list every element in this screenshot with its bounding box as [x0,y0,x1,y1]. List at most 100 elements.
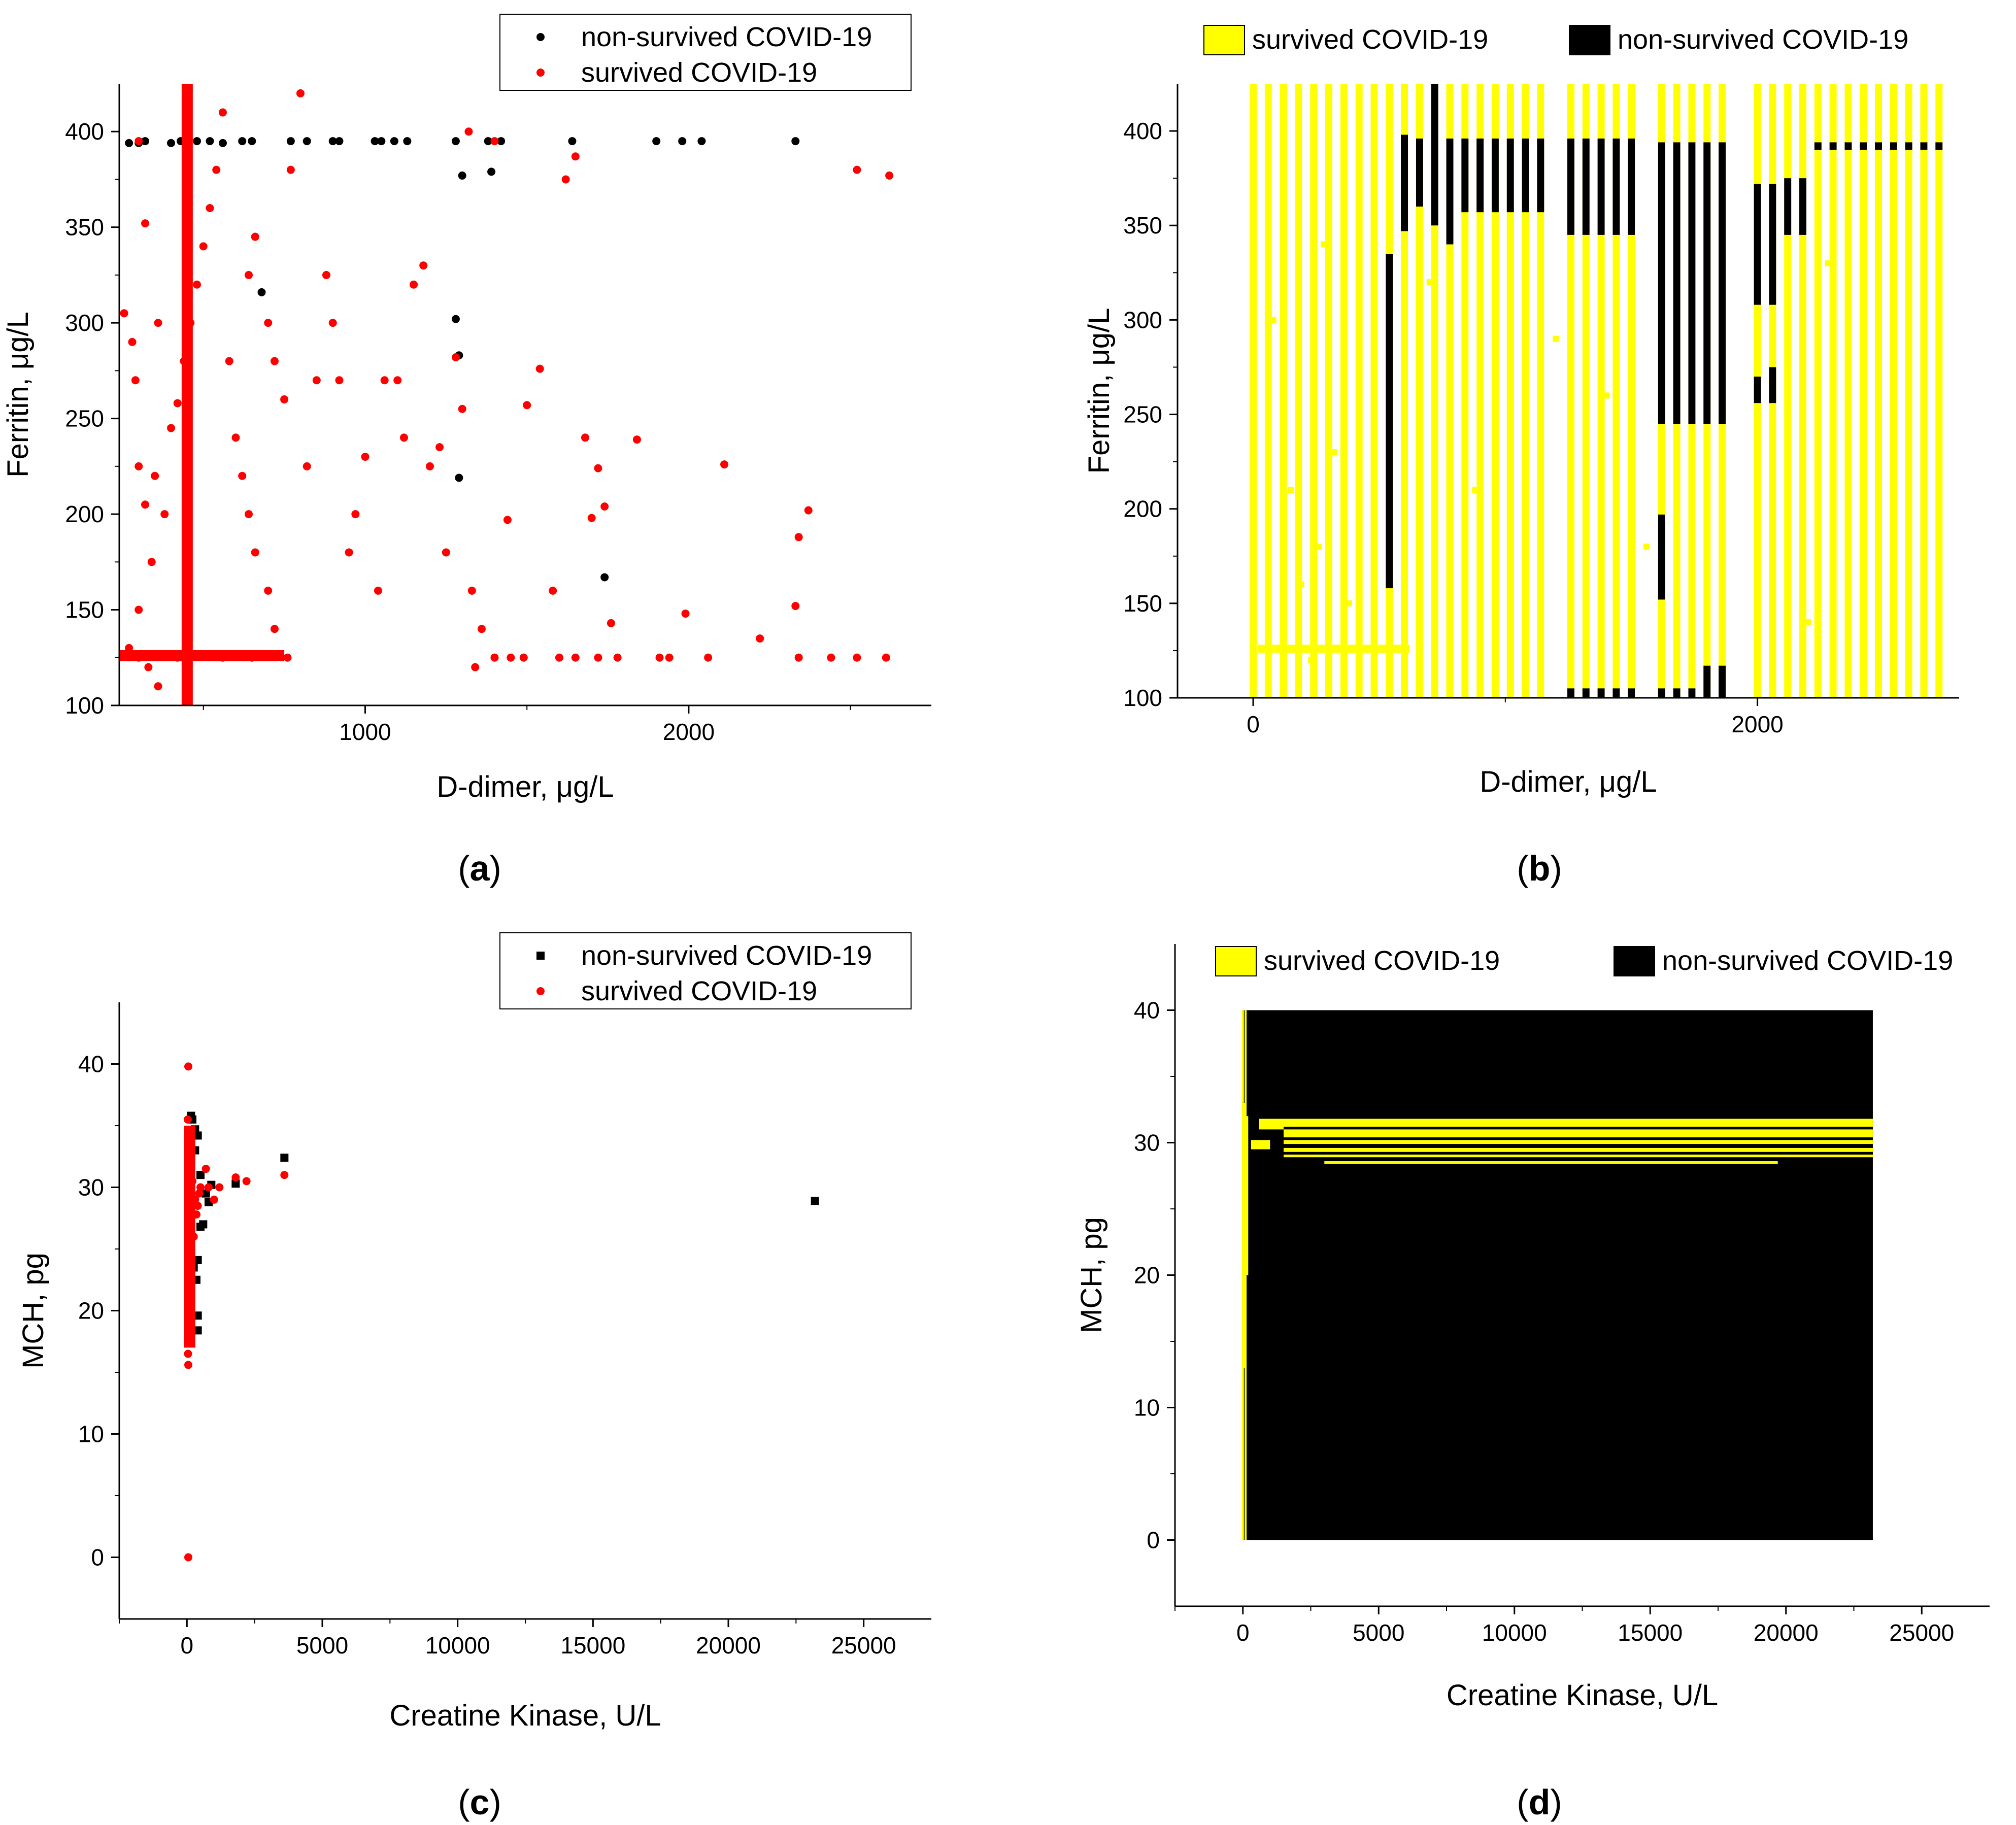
point-c-s1-15 [185,1294,193,1303]
point-c-s1-17 [184,1319,193,1327]
overlay-point-b-14 [1603,392,1609,399]
point-a-s1-106 [218,653,227,662]
xtick-label-d-4: 20000 [1754,1619,1819,1646]
point-a-s0-29 [257,288,266,296]
ytick-label-d-1: 10 [1134,1395,1160,1421]
point-c-s0-9 [193,1256,202,1264]
point-a-s1-107 [248,653,256,662]
bar-nonsurvived-12-0 [1431,84,1438,226]
point-a-s1-100 [183,414,191,423]
point-a-s0-33 [600,573,609,582]
point-a-s1-23 [154,319,162,327]
point-c-s0-11 [193,1311,202,1320]
bar-nonsurvived-15-0 [1476,138,1484,213]
band-survived-0 [1284,1119,1873,1127]
point-a-s1-35 [280,395,289,403]
ytick-label-d-3: 30 [1134,1130,1160,1156]
bar-nonsurvived-19-0 [1537,138,1544,213]
point-a-s1-60 [477,625,486,633]
point-a-s0-30 [451,315,460,323]
legend-swatch-b-1 [1569,25,1610,55]
point-a-s1-51 [419,261,428,270]
legend-label-d-1: non-survived COVID-19 [1662,945,1953,976]
point-c-s1-25 [193,1201,202,1210]
point-a-s1-15 [192,280,201,289]
legend-a: non-survived COVID-19 survived COVID-19 [499,14,912,91]
point-c-s1-27 [201,1165,210,1173]
point-a-s1-61 [490,137,499,146]
xtick-label-a-0: 1000 [339,719,391,745]
point-a-s1-81 [853,165,861,174]
bar-nonsurvived-37-0 [1860,142,1867,150]
point-a-s0-24 [568,137,577,146]
bar-nonsurvived-28-1 [1703,665,1711,698]
point-a-s1-95 [882,653,890,662]
point-a-s1-43 [345,548,353,557]
panel-c: 0 10 20 30 40 0 5000 10000 15000 20000 25000 Creati… [17,932,931,1822]
bar-nonsurvived-40-0 [1905,142,1912,150]
point-a-s1-92 [794,653,803,662]
point-a-s1-57 [464,127,473,136]
bar-survived-6 [1340,84,1348,698]
point-a-s1-46 [374,586,382,595]
plot-area-d [1241,1010,1873,1540]
point-a-s1-74 [665,653,674,662]
legend-marker-a-0 [536,33,545,41]
legend-label-c-0: non-survived COVID-19 [581,940,872,971]
point-a-s1-67 [571,152,580,161]
bar-survived-20 [1567,84,1574,698]
legend-b: survived COVID-19 non-survived COVID-19 [1203,24,1908,55]
point-a-s1-20 [135,137,143,146]
bar-nonsurvived-11-0 [1416,138,1423,207]
point-a-s0-13 [328,137,337,146]
bar-nonsurvived-26-0 [1673,142,1681,424]
ytick-label-a-4: 300 [65,310,104,336]
bar-survived-39 [1890,84,1897,698]
legend-label-b-0: survived COVID-19 [1252,24,1488,55]
point-a-s1-89 [613,653,622,662]
point-a-s1-33 [264,319,273,327]
overlay-point-b-7 [1331,449,1337,455]
panel-a: 100 150 200 250 300 350 400 1000 2000 D-dimer, μg… [2,14,931,888]
ytick-label-b-4: 300 [1123,307,1162,333]
x-axis-title-a: D-dimer, μg/L [436,770,614,803]
panel-label-c: (c) [458,1782,501,1822]
point-a-s1-56 [458,404,466,413]
point-c-s1-21 [184,1361,192,1369]
overlay-point-b-13 [1553,335,1559,342]
point-a-s1-2 [131,376,140,385]
point-a-s1-16 [199,242,208,251]
point-a-s1-5 [147,558,156,566]
bar-nonsurvived-24-1 [1628,688,1635,698]
legend-label-b-1: non-survived COVID-19 [1618,24,1908,55]
point-a-s1-104 [173,653,182,662]
point-c-s0-16 [196,1171,205,1179]
point-a-s1-9 [154,682,162,691]
bar-nonsurvived-35-0 [1829,142,1837,150]
point-a-s0-19 [451,137,460,146]
band-survived-2 [1284,1140,1873,1144]
point-c-s1-36 [192,1210,200,1219]
point-a-s1-105 [135,653,143,662]
legend-swatch-b-0 [1203,25,1245,55]
legend-label-a-0: non-survived COVID-19 [581,22,872,52]
legend-d: survived COVID-19 non-survived COVID-19 [1215,945,1953,976]
point-a-s1-99 [183,319,191,327]
panel-label-a: (a) [458,849,501,888]
bar-survived-16 [1491,84,1499,698]
bar-nonsurvived-22-0 [1597,138,1605,235]
ytick-label-c-1: 10 [78,1421,104,1447]
bar-nonsurvived-38-0 [1875,142,1882,150]
overlay-point-b-1 [1280,392,1287,399]
point-a-s1-3 [135,462,143,470]
legend-box-a [499,14,912,91]
legend-label-c-1: survived COVID-19 [581,976,817,1006]
y-axis-title-c: MCH, pg [17,1253,50,1369]
bar-survived-14 [1461,84,1469,698]
point-a-s1-82 [885,171,894,180]
bar-nonsurvived-25-1 [1658,514,1665,600]
bar-nonsurvived-29-0 [1719,142,1726,424]
point-c-s1-8 [185,1208,194,1216]
ytick-label-b-6: 400 [1123,118,1162,144]
overlay-point-b-12 [1492,354,1498,361]
